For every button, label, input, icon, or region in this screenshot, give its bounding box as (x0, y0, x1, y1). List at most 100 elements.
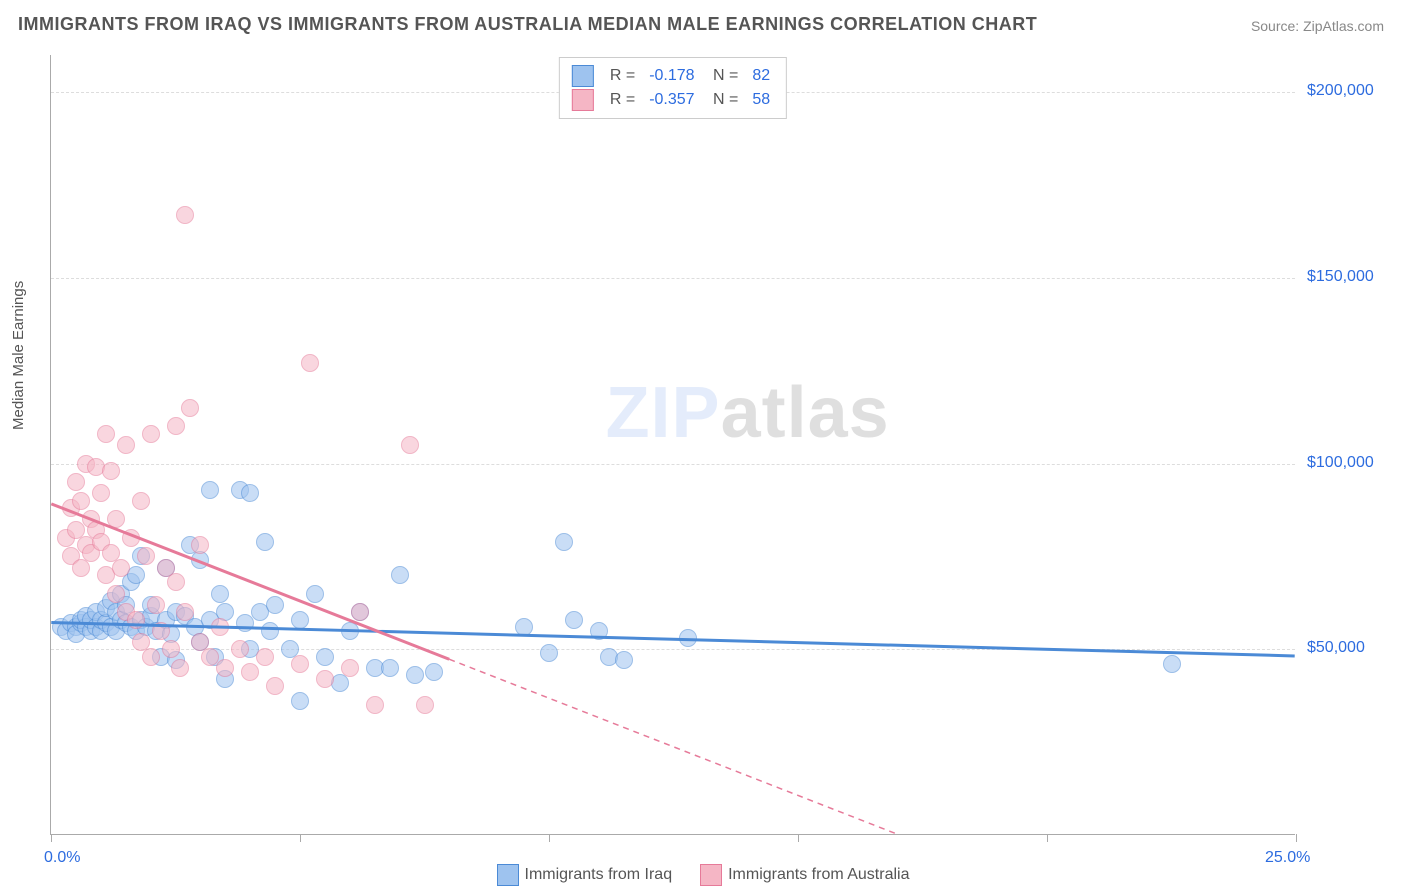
data-point-iraq (615, 651, 633, 669)
stats-legend: R =-0.178 N =82R =-0.357 N =58 (559, 57, 787, 119)
data-point-iraq (241, 484, 259, 502)
data-point-australia (72, 492, 90, 510)
stats-row-iraq: R =-0.178 N =82 (572, 64, 774, 88)
data-point-australia (351, 603, 369, 621)
data-point-australia (122, 529, 140, 547)
y-tick-label: $150,000 (1307, 268, 1374, 286)
data-point-australia (366, 696, 384, 714)
data-point-australia (416, 696, 434, 714)
data-point-iraq (406, 666, 424, 684)
data-point-australia (97, 425, 115, 443)
data-point-australia (167, 573, 185, 591)
r-value-iraq: -0.178 (645, 64, 698, 88)
y-axis-label: Median Male Earnings (10, 281, 27, 430)
data-point-australia (132, 492, 150, 510)
data-point-iraq (381, 659, 399, 677)
data-point-iraq (316, 648, 334, 666)
x-tick (1296, 834, 1297, 842)
swatch-australia (572, 89, 594, 111)
data-point-iraq (291, 692, 309, 710)
data-point-australia (142, 425, 160, 443)
trendline-dashed-australia (449, 659, 897, 834)
data-point-australia (112, 559, 130, 577)
y-tick-label: $50,000 (1307, 639, 1365, 657)
data-point-australia (147, 596, 165, 614)
data-point-australia (162, 640, 180, 658)
legend-item-australia: Immigrants from Australia (700, 866, 909, 883)
swatch-iraq (572, 65, 594, 87)
y-tick-label: $100,000 (1307, 454, 1374, 472)
x-tick-label: 0.0% (44, 849, 80, 867)
data-point-australia (316, 670, 334, 688)
data-point-iraq (565, 611, 583, 629)
data-point-australia (231, 640, 249, 658)
data-point-australia (211, 618, 229, 636)
data-point-australia (191, 536, 209, 554)
trend-lines (51, 55, 1295, 834)
data-point-iraq (261, 622, 279, 640)
data-point-australia (167, 417, 185, 435)
legend-label-australia: Immigrants from Australia (728, 866, 909, 883)
data-point-australia (216, 659, 234, 677)
data-point-iraq (256, 533, 274, 551)
legend-label-iraq: Immigrants from Iraq (525, 866, 673, 883)
data-point-iraq (540, 644, 558, 662)
chart-title: IMMIGRANTS FROM IRAQ VS IMMIGRANTS FROM … (18, 14, 1037, 35)
data-point-australia (266, 677, 284, 695)
data-point-australia (117, 436, 135, 454)
swatch-iraq (497, 864, 519, 886)
data-point-iraq (266, 596, 284, 614)
data-point-australia (176, 206, 194, 224)
data-point-australia (241, 663, 259, 681)
data-point-iraq (391, 566, 409, 584)
data-point-australia (102, 462, 120, 480)
data-point-australia (171, 659, 189, 677)
x-tick (51, 834, 52, 842)
data-point-australia (137, 547, 155, 565)
data-point-iraq (555, 533, 573, 551)
data-point-australia (301, 354, 319, 372)
legend-item-iraq: Immigrants from Iraq (497, 866, 673, 883)
swatch-australia (700, 864, 722, 886)
data-point-iraq (679, 629, 697, 647)
data-point-australia (152, 622, 170, 640)
data-point-australia (176, 603, 194, 621)
x-tick-label: 25.0% (1265, 849, 1310, 867)
data-point-australia (92, 484, 110, 502)
data-point-australia (67, 473, 85, 491)
series-legend: Immigrants from Iraq Immigrants from Aust… (0, 864, 1406, 886)
data-point-iraq (1163, 655, 1181, 673)
plot-area: ZIPatlas R =-0.178 N =82R =-0.357 N =58 (50, 55, 1295, 835)
data-point-australia (107, 585, 125, 603)
data-point-iraq (306, 585, 324, 603)
n-value-australia: 58 (748, 88, 774, 112)
x-tick (798, 834, 799, 842)
x-tick (549, 834, 550, 842)
x-tick (300, 834, 301, 842)
data-point-iraq (341, 622, 359, 640)
gridline (51, 464, 1295, 465)
source-label: Source: ZipAtlas.com (1251, 18, 1384, 34)
gridline (51, 278, 1295, 279)
r-value-australia: -0.357 (645, 88, 698, 112)
data-point-australia (142, 648, 160, 666)
data-point-iraq (590, 622, 608, 640)
watermark: ZIPatlas (606, 372, 890, 454)
data-point-australia (181, 399, 199, 417)
data-point-iraq (201, 481, 219, 499)
n-value-iraq: 82 (748, 64, 774, 88)
data-point-australia (401, 436, 419, 454)
data-point-australia (107, 510, 125, 528)
data-point-australia (127, 611, 145, 629)
stats-row-australia: R =-0.357 N =58 (572, 88, 774, 112)
data-point-iraq (211, 585, 229, 603)
y-tick-label: $200,000 (1307, 82, 1374, 100)
data-point-iraq (291, 611, 309, 629)
data-point-australia (291, 655, 309, 673)
data-point-iraq (425, 663, 443, 681)
data-point-australia (256, 648, 274, 666)
x-tick (1047, 834, 1048, 842)
data-point-iraq (515, 618, 533, 636)
data-point-australia (341, 659, 359, 677)
data-point-iraq (236, 614, 254, 632)
